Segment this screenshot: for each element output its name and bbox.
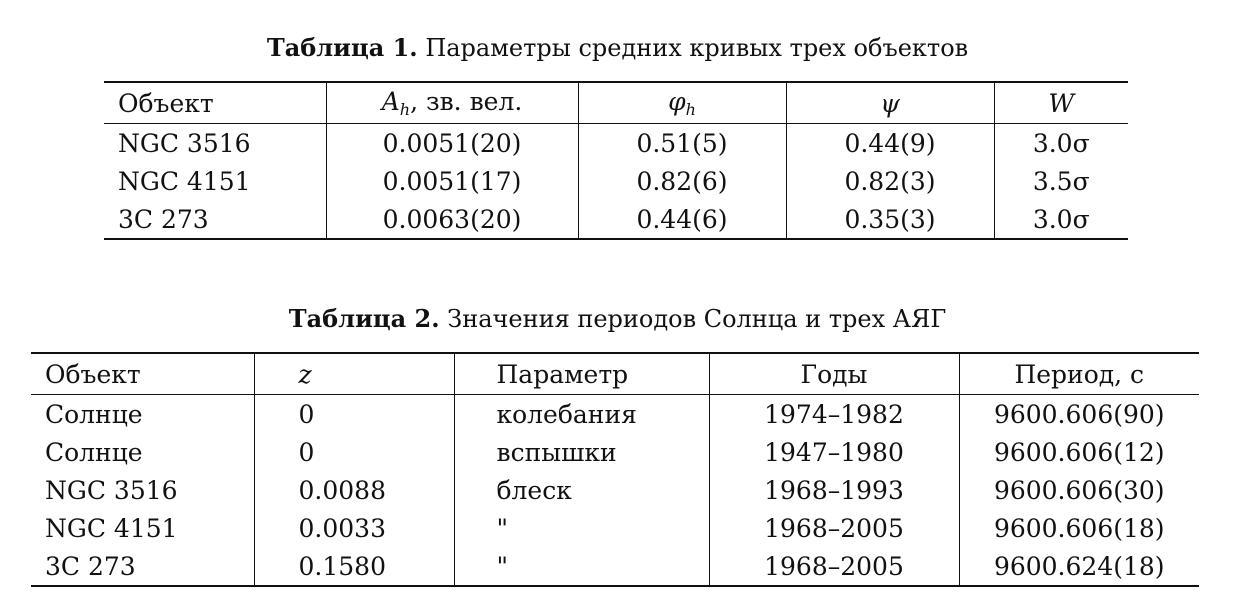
table-row: NGC 4151 0.0033 " 1968–2005 9600.606(18) [31,509,1199,547]
table1-caption-text: Параметры средних кривых трех объектов [425,34,969,62]
table2-cell: 0.1580 [253,547,454,587]
table2: Объект z Параметр Годы Период, с Солнце … [31,352,1199,587]
table2-caption: Таблица 2. Значения периодов Солнца и тр… [0,304,1235,334]
table1-header-psi: ψ [785,81,994,124]
table2-cell: 0 [253,433,454,471]
table1-cell: NGC 4151 [118,166,251,196]
table2-cell: NGC 4151 [45,513,178,543]
table2-cell: 3C 273 [31,547,254,587]
table-row: Солнце 0 колебания 1974–1982 9600.606(90… [31,394,1199,433]
table2-header-z: z [253,352,454,395]
table1-cell: 3.0σ [993,200,1128,240]
table2-cell: 9600.606(30) [958,471,1199,509]
table2-header-object: Объект [31,352,254,395]
table1-cell: NGC 3516 [118,128,251,158]
table1-cell: 0.82(3) [785,162,994,200]
table1-cell: 3.0σ [993,123,1128,162]
table2-cell: " [453,547,709,587]
table2-caption-text: Значения периодов Солнца и трех АЯГ [447,305,947,333]
table1-cell: 0.44(6) [577,200,786,240]
table2-header-years: Годы [708,352,959,395]
table1-cell: 0.0051(17) [325,162,578,200]
table2-cell: 0.0088 [253,471,454,509]
table1-caption: Таблица 1. Параметры средних кривых трех… [0,33,1235,63]
table2-cell: " [453,509,709,547]
table2-cell: 1968–1993 [708,471,959,509]
table2-cell: вспышки [453,433,709,471]
amplitude-subscript: h [399,100,411,119]
table1-cell: 0.51(5) [577,123,786,162]
table1-caption-label: Таблица 1. [266,33,418,62]
table-row: NGC 4151 0.0051(17) 0.82(6) 0.82(3) 3.5σ [104,162,1128,200]
phase-symbol: φ [668,87,686,116]
table1-header-object: Объект [104,81,326,124]
table1-cell: 0.0051(20) [325,123,578,162]
table2-cell: 1947–1980 [708,433,959,471]
table2-header-parameter: Параметр [453,352,709,395]
table1-cell: 3C 273 [104,200,326,240]
table2-cell: 9600.606(90) [958,394,1199,433]
table-row: NGC 3516 0.0051(20) 0.51(5) 0.44(9) 3.0σ [104,123,1128,162]
table2-caption-label: Таблица 2. [288,304,440,333]
table-row: Солнце 0 вспышки 1947–1980 9600.606(12) [31,433,1199,471]
table-row: 3C 273 0.0063(20) 0.44(6) 0.35(3) 3.0σ [104,200,1128,240]
table1-header-phase: φh [577,81,786,124]
table1-cell: 3.5σ [993,162,1128,200]
table1-header-row: Объект Ah, зв. вел. φh ψ W [104,81,1128,124]
table-row: 3C 273 0.1580 " 1968–2005 9600.624(18) [31,547,1199,587]
amplitude-symbol: A [381,87,400,116]
table-row: NGC 3516 0.0088 блеск 1968–1993 9600.606… [31,471,1199,509]
table2-cell: блеск [453,471,709,509]
table2-cell: 9600.606(12) [958,433,1199,471]
table1-cell: 0.44(9) [785,123,994,162]
table2-cell: 1974–1982 [708,394,959,433]
table2-header-row: Объект z Параметр Годы Период, с [31,352,1199,395]
table2-cell: 9600.624(18) [958,547,1199,587]
table2-header-period: Период, с [958,352,1199,395]
table1: Объект Ah, зв. вел. φh ψ W NGC 3516 0.00… [104,81,1128,240]
table1-cell: 0.0063(20) [325,200,578,240]
phase-subscript: h [685,100,696,119]
table1-cell: 0.82(6) [577,162,786,200]
table2-cell: 1968–2005 [708,547,959,587]
table2-cell: Солнце [45,437,143,467]
table2-cell: 1968–2005 [708,509,959,547]
table2-cell: 0.0033 [253,509,454,547]
table2-cell: Солнце [45,399,143,429]
table2-cell: 0 [253,394,454,433]
table1-header-w: W [993,81,1128,124]
table2-cell: NGC 3516 [45,475,178,505]
amplitude-unit: , зв. вел. [410,87,523,116]
table1-cell: 0.35(3) [785,200,994,240]
table1-header-amplitude: Ah, зв. вел. [325,81,578,124]
table2-cell: колебания [453,394,709,433]
table2-cell: 9600.606(18) [958,509,1199,547]
